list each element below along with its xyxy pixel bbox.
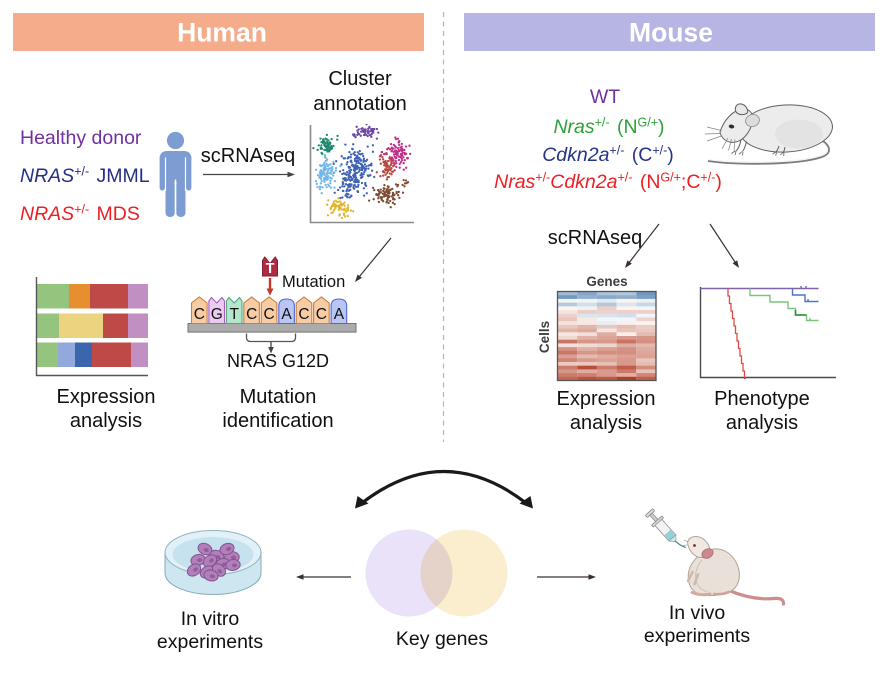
svg-text:WT: WT bbox=[590, 86, 620, 108]
svg-text:Nras+/- (NG/+): Nras+/- (NG/+) bbox=[553, 116, 664, 139]
svg-text:Healthy donor: Healthy donor bbox=[20, 127, 142, 149]
svg-text:annotation: annotation bbox=[313, 93, 406, 115]
svg-text:G: G bbox=[211, 306, 223, 323]
svg-text:analysis: analysis bbox=[70, 410, 142, 432]
svg-text:Cluster: Cluster bbox=[328, 68, 392, 90]
svg-text:A: A bbox=[281, 306, 292, 323]
svg-text:NRAS+/- MDS: NRAS+/- MDS bbox=[20, 203, 140, 226]
svg-text:Mutation: Mutation bbox=[282, 273, 345, 291]
svg-text:experiments: experiments bbox=[157, 631, 263, 653]
svg-text:Nras+/-Cdkn2a+/- (NG/+;C+/-): Nras+/-Cdkn2a+/- (NG/+;C+/-) bbox=[494, 171, 722, 194]
svg-text:In vitro: In vitro bbox=[181, 608, 240, 630]
svg-text:scRNAseq: scRNAseq bbox=[548, 227, 642, 249]
svg-text:Phenotype: Phenotype bbox=[714, 388, 810, 410]
svg-text:experiments: experiments bbox=[644, 625, 750, 647]
svg-text:Expression: Expression bbox=[57, 386, 156, 408]
svg-text:Cdkn2a+/- (C+/-): Cdkn2a+/- (C+/-) bbox=[542, 144, 674, 167]
svg-text:scRNAseq: scRNAseq bbox=[201, 145, 295, 167]
svg-text:analysis: analysis bbox=[726, 412, 798, 434]
svg-text:C: C bbox=[246, 306, 257, 323]
svg-text:C: C bbox=[263, 306, 274, 323]
svg-text:T: T bbox=[229, 306, 239, 323]
svg-text:Genes: Genes bbox=[586, 274, 627, 289]
svg-text:Human: Human bbox=[177, 18, 267, 48]
svg-text:NRAS+/- JMML: NRAS+/- JMML bbox=[20, 165, 150, 188]
svg-text:T: T bbox=[266, 261, 275, 277]
svg-text:C: C bbox=[298, 306, 309, 323]
svg-text:C: C bbox=[194, 306, 205, 323]
svg-text:NRAS G12D: NRAS G12D bbox=[227, 351, 329, 371]
svg-text:Cells: Cells bbox=[537, 321, 552, 353]
svg-text:analysis: analysis bbox=[570, 412, 642, 434]
svg-text:C: C bbox=[316, 306, 327, 323]
svg-text:Mouse: Mouse bbox=[629, 18, 713, 48]
svg-text:In vivo: In vivo bbox=[669, 602, 726, 624]
svg-text:Expression: Expression bbox=[557, 388, 656, 410]
svg-text:A: A bbox=[334, 306, 345, 323]
svg-text:identification: identification bbox=[222, 410, 333, 432]
svg-text:Key genes: Key genes bbox=[396, 628, 488, 650]
svg-text:Mutation: Mutation bbox=[240, 386, 317, 408]
